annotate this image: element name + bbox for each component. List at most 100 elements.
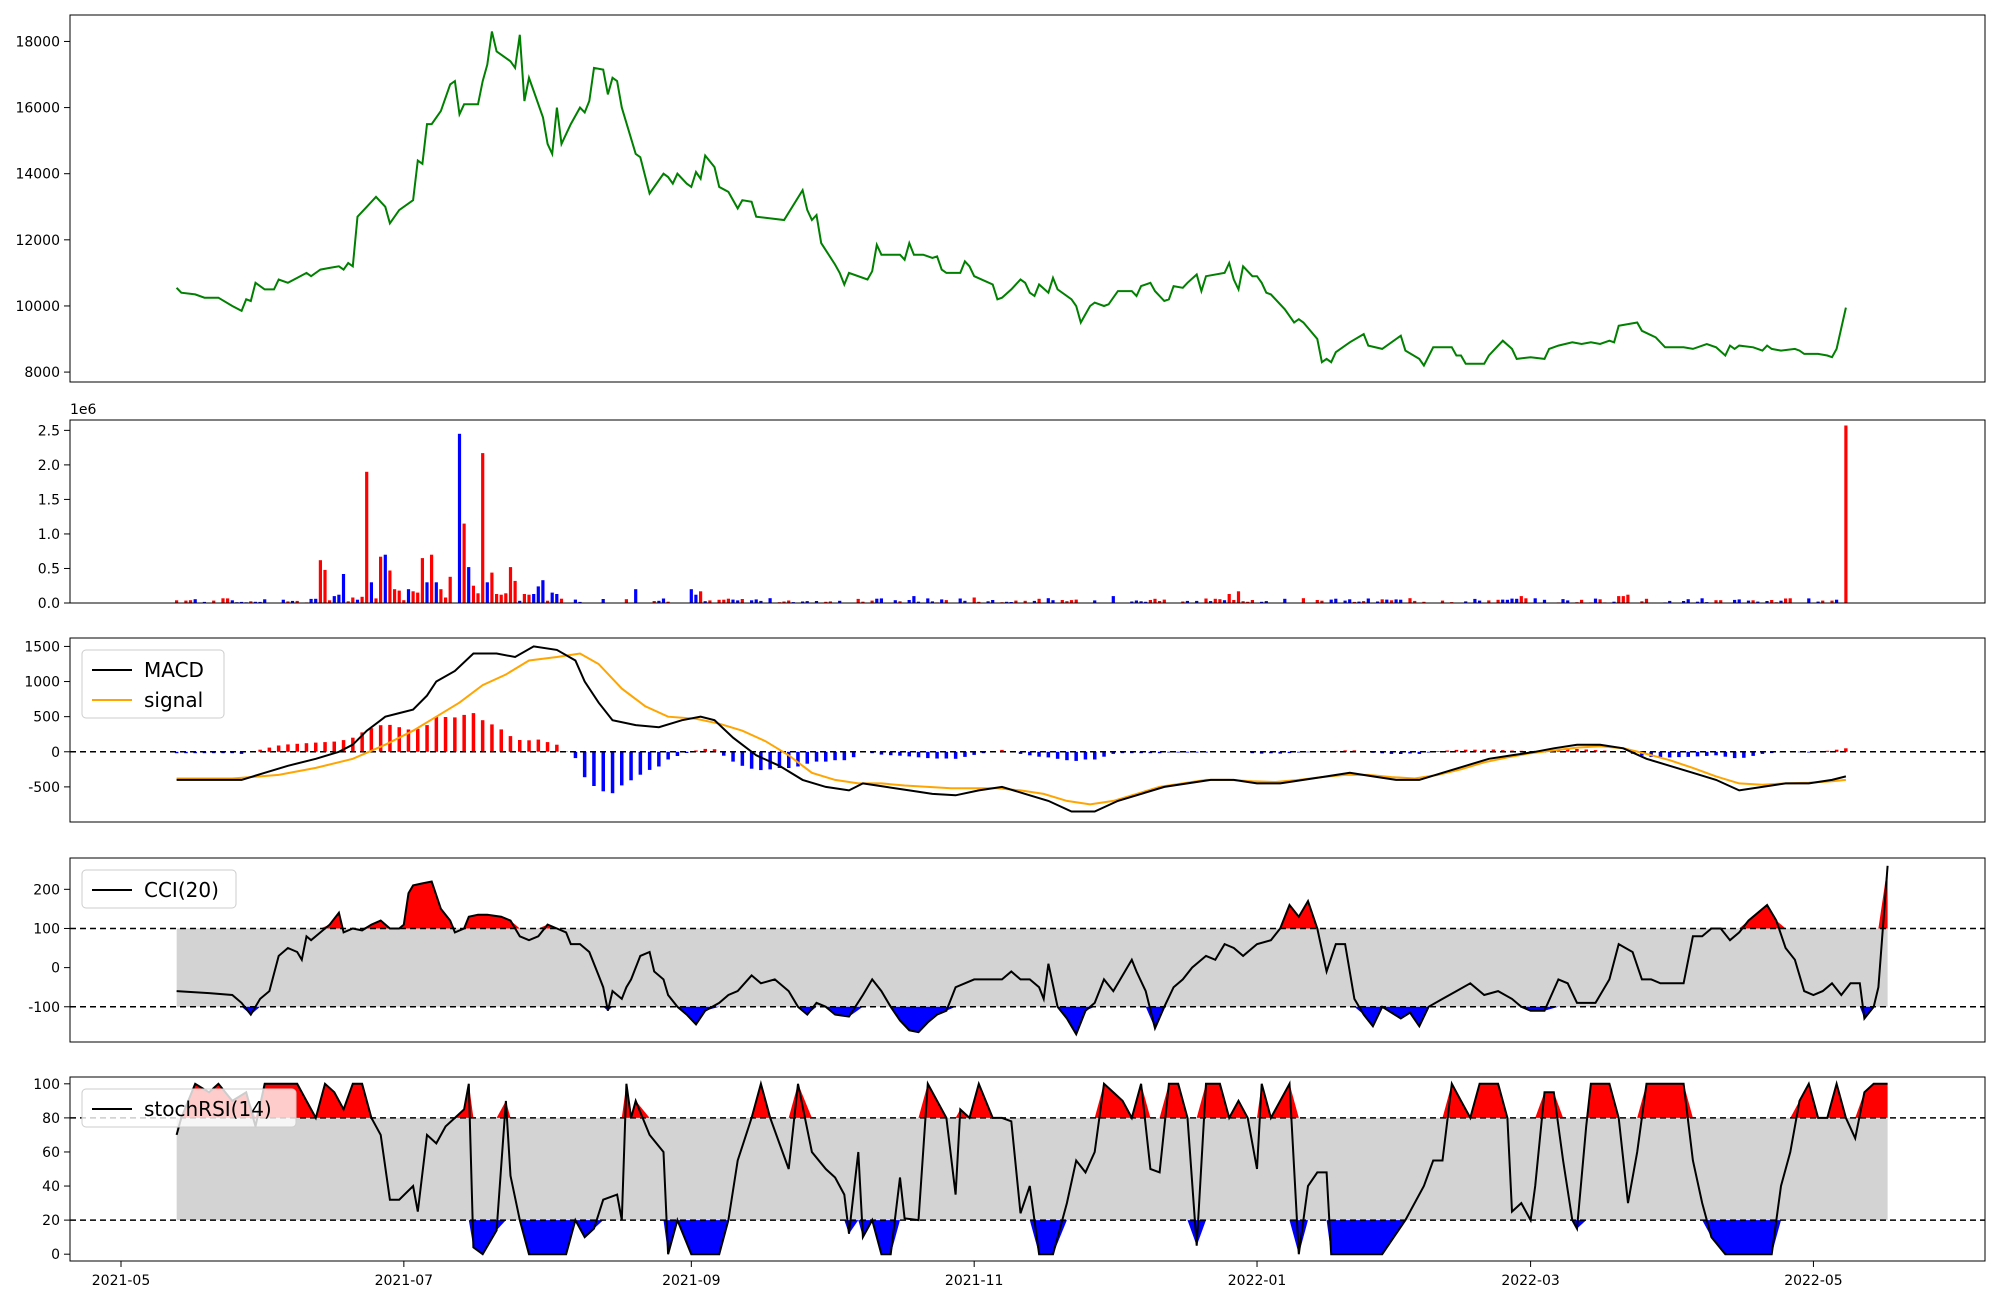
volume-bar (365, 471, 369, 603)
macd-histogram-bar (1751, 751, 1755, 756)
volume-bar (1807, 598, 1811, 603)
volume-bar (499, 594, 503, 603)
volume-bar (754, 599, 758, 603)
volume-bar (290, 600, 295, 603)
macd-histogram-bar (1807, 751, 1811, 753)
volume-bar (1162, 599, 1166, 603)
macd-histogram-bar (935, 751, 939, 759)
macd-histogram-bar (1436, 751, 1440, 752)
volume-bar (221, 598, 225, 603)
macd-histogram-bar (814, 751, 819, 762)
legend-label: signal (144, 688, 203, 712)
volume-bar (634, 589, 638, 603)
macd-histogram-bar (369, 728, 374, 752)
volume-bar (402, 600, 406, 603)
volume-bar (1069, 600, 1074, 603)
volume-bar (977, 601, 981, 603)
macd-histogram-bar (1055, 751, 1060, 759)
stochrsi-line (175, 1079, 1888, 1256)
overbought-fill (176, 865, 1888, 929)
volume-bar (1617, 596, 1621, 603)
macd-histogram-bar (304, 743, 309, 752)
volume-bar (1640, 601, 1644, 603)
volume-bar (652, 601, 656, 603)
macd-histogram-bar (916, 751, 921, 758)
volume-bar (1065, 601, 1069, 603)
macd-histogram-bar (1760, 751, 1765, 754)
macd-histogram-bar (1083, 751, 1088, 760)
macd-histogram-bar (406, 729, 411, 752)
volume-bar (1246, 601, 1250, 603)
volume-bar (374, 598, 378, 603)
volume-bar (1598, 599, 1602, 603)
volume-bar (740, 599, 744, 603)
y-tick-label: 80 (42, 1111, 60, 1127)
macd-histogram-bar (610, 751, 615, 794)
volume-bar (1788, 598, 1792, 603)
legend-label: MACD (144, 658, 204, 682)
panel-frame (69, 419, 1986, 604)
macd-histogram-bar (1399, 751, 1403, 754)
y-tick-label: 100 (33, 1077, 60, 1093)
volume-bar (239, 601, 244, 603)
macd-histogram-bar (1732, 751, 1737, 759)
volume-bar (383, 554, 387, 603)
oversold-fill (176, 1006, 1888, 1035)
macd-histogram-bar (777, 751, 782, 768)
volume-bar (1816, 601, 1820, 603)
y-tick-label: 1500 (24, 639, 60, 655)
macd-histogram-bar (601, 751, 605, 792)
volume-bar (341, 574, 346, 603)
macd-histogram-bar (647, 751, 652, 770)
volume-panel: 0.0 0.5 1.0 1.5 2.0 2.5 1e6 (38, 402, 1986, 612)
volume-bar (1394, 599, 1398, 603)
volume-bar (1213, 598, 1217, 603)
macd-histogram-bar (657, 751, 661, 767)
volume-bar (462, 523, 466, 603)
volume-bar (898, 601, 902, 603)
macd-histogram-bar (1463, 749, 1468, 752)
macd-histogram-bar (1046, 751, 1051, 758)
x-tick-label: 2022-05 (1784, 1273, 1843, 1289)
volume-bar (1264, 601, 1268, 603)
macd-histogram-bar (295, 743, 299, 752)
x-tick-label: 2021-11 (945, 1273, 1004, 1289)
price-panel: 8000 10000 12000 14000 16000 18000 (15, 14, 1986, 383)
macd-histogram-bar (332, 741, 336, 752)
volume-bar (518, 600, 522, 603)
price-line (175, 31, 1847, 368)
macd-histogram-bar (1157, 751, 1162, 754)
volume-bar (397, 590, 401, 603)
macd-histogram-bar (1723, 751, 1728, 757)
macd-histogram-bar (1677, 751, 1681, 758)
volume-bar (1037, 598, 1041, 603)
macd-histogram-bar (1204, 751, 1208, 753)
volume-bar (893, 600, 897, 603)
macd-histogram-bar (1269, 751, 1273, 754)
volume-bar (824, 601, 828, 603)
volume-bar (787, 600, 791, 603)
volume-bar (476, 593, 480, 603)
volume-bar (1352, 601, 1356, 603)
macd-histogram-bar (239, 751, 244, 754)
volume-bar (1505, 599, 1509, 603)
macd-histogram-bar (434, 716, 439, 752)
macd-histogram-bar (879, 751, 884, 755)
macd-histogram-bar (1195, 751, 1199, 753)
volume-bar (434, 582, 438, 603)
macd-histogram-bar (1380, 751, 1384, 754)
volume-bar (1250, 600, 1254, 603)
volume-bar (1422, 601, 1426, 603)
macd-histogram-bar (1658, 751, 1663, 758)
macd-histogram-bar (620, 751, 624, 786)
volume-bar (1510, 598, 1514, 603)
volume-bar (1366, 598, 1370, 603)
macd-histogram-bar (851, 751, 856, 758)
volume-bar (379, 556, 383, 603)
volume-bar (782, 601, 786, 603)
macd-histogram-bar (638, 751, 643, 775)
volume-bar (907, 600, 911, 603)
y-tick-label: 16000 (15, 101, 60, 117)
macd-histogram-bar (425, 725, 429, 752)
volume-bar (527, 594, 531, 603)
